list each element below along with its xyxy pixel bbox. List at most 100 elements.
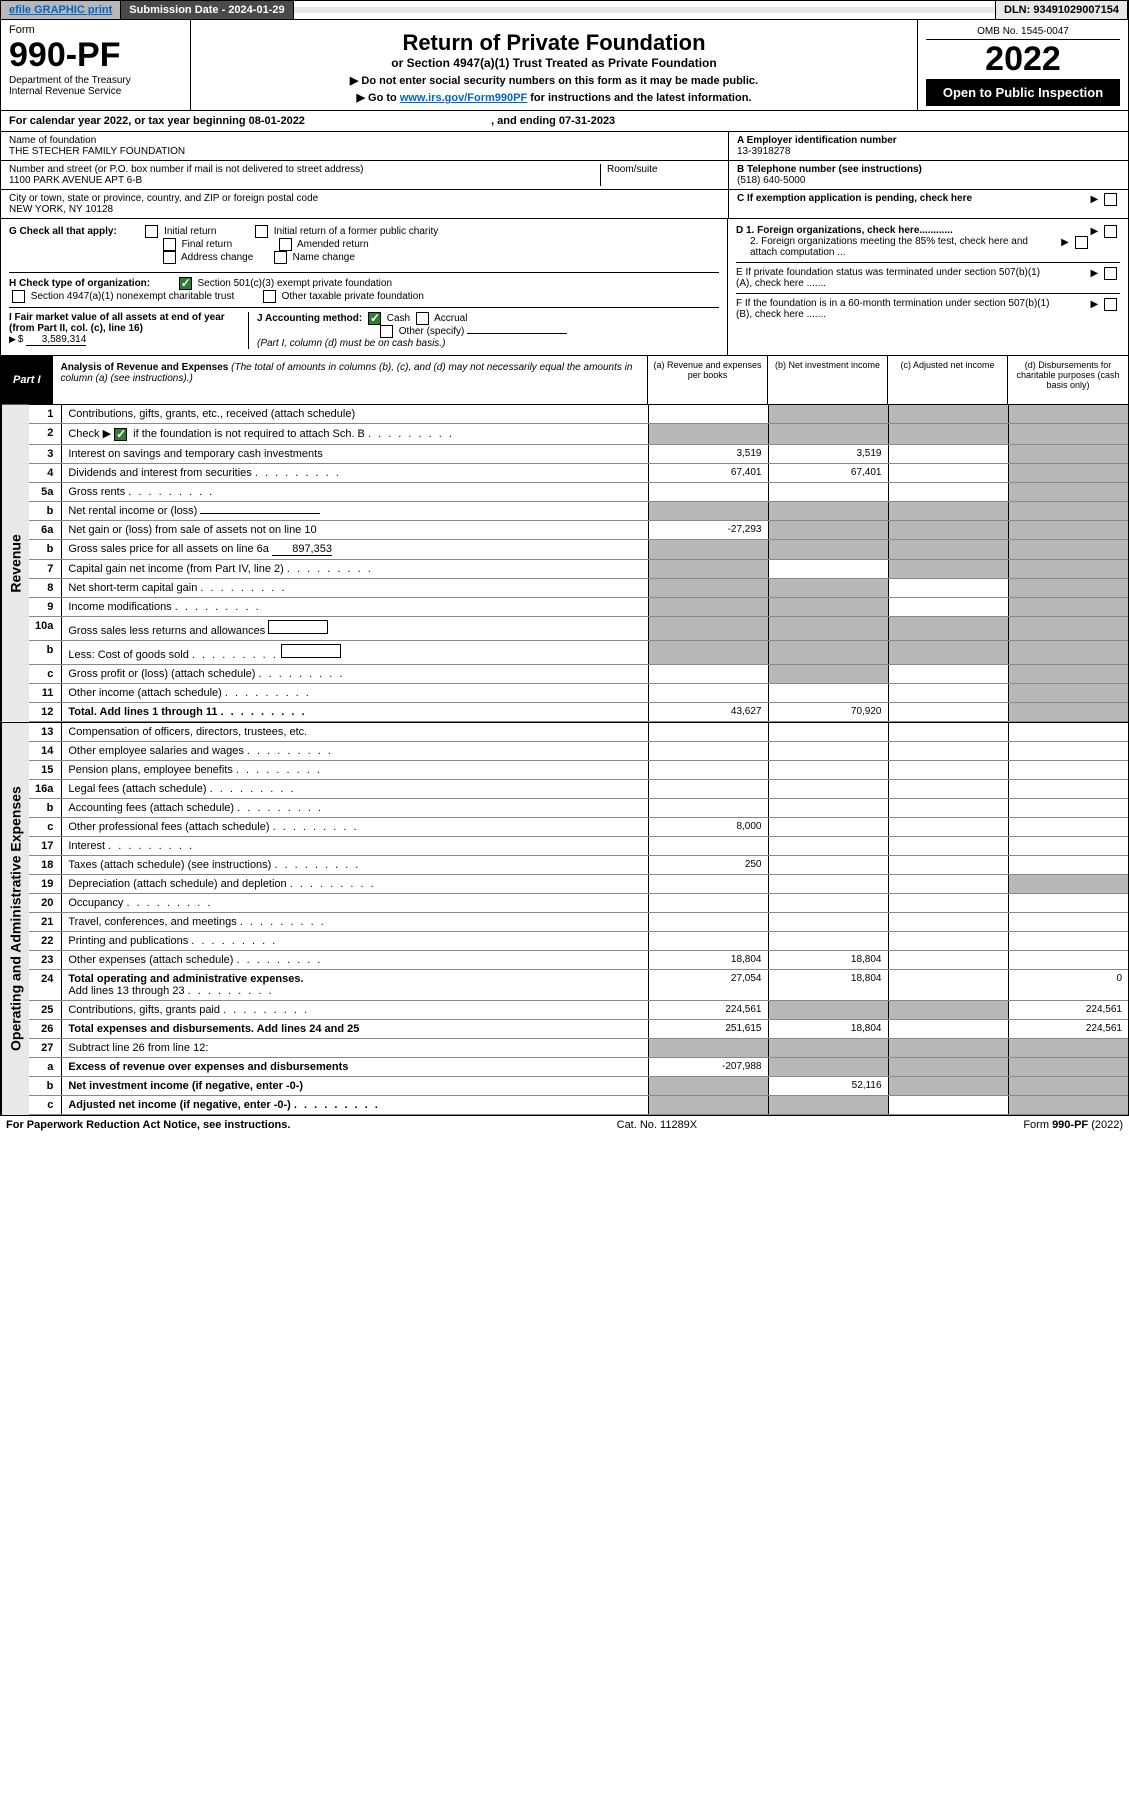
efile-label[interactable]: efile GRAPHIC print xyxy=(1,1,121,19)
footer-mid: Cat. No. 11289X xyxy=(617,1119,698,1131)
exemption-label: C If exemption application is pending, c… xyxy=(737,193,972,204)
city-state-zip: NEW YORK, NY 10128 xyxy=(9,204,720,215)
line-9: Income modifications xyxy=(62,597,648,616)
line-7: Capital gain net income (from Part IV, l… xyxy=(62,559,648,578)
g-label: G Check all that apply: xyxy=(9,226,117,237)
line-14: Other employee salaries and wages xyxy=(62,741,648,760)
line-16b: Accounting fees (attach schedule) xyxy=(62,798,648,817)
line-20: Occupancy xyxy=(62,893,648,912)
col-c-header: (c) Adjusted net income xyxy=(888,356,1008,404)
line-16a: Legal fees (attach schedule) xyxy=(62,779,648,798)
fmv-value: 3,589,314 xyxy=(26,334,86,346)
form-header: Form 990-PF Department of the Treasury I… xyxy=(0,20,1129,111)
line-27: Subtract line 26 from line 12: xyxy=(62,1038,648,1057)
form-label: Form xyxy=(9,24,182,36)
line-16c: Other professional fees (attach schedule… xyxy=(62,817,648,836)
name-label: Name of foundation xyxy=(9,135,720,146)
dept-label: Department of the Treasury xyxy=(9,75,182,86)
col-b-header: (b) Net investment income xyxy=(768,356,888,404)
line-3: Interest on savings and temporary cash i… xyxy=(62,444,648,463)
line-18: Taxes (attach schedule) (see instruction… xyxy=(62,855,648,874)
phone-label: B Telephone number (see instructions) xyxy=(737,164,922,175)
other-taxable-checkbox[interactable] xyxy=(263,290,276,303)
line-8: Net short-term capital gain xyxy=(62,578,648,597)
part1-title: Analysis of Revenue and Expenses xyxy=(61,362,229,373)
amended-checkbox[interactable] xyxy=(279,238,292,251)
line-17: Interest xyxy=(62,836,648,855)
line-10c: Gross profit or (loss) (attach schedule) xyxy=(62,664,648,683)
h-label: H Check type of organization: xyxy=(9,278,150,289)
line-23: Other expenses (attach schedule) xyxy=(62,950,648,969)
4947-checkbox[interactable] xyxy=(12,290,25,303)
address-change-checkbox[interactable] xyxy=(163,251,176,264)
line-25: Contributions, gifts, grants paid xyxy=(62,1000,648,1019)
revenue-section: Revenue 1Contributions, gifts, grants, e… xyxy=(0,405,1129,722)
line-21: Travel, conferences, and meetings xyxy=(62,912,648,931)
form-number: 990-PF xyxy=(9,36,182,75)
j-label: J Accounting method: xyxy=(257,313,362,324)
street-address: 1100 PARK AVENUE APT 6-B xyxy=(9,175,600,186)
part1-header: Part I Analysis of Revenue and Expenses … xyxy=(0,356,1129,405)
line-11: Other income (attach schedule) xyxy=(62,683,648,702)
instr-2: ▶ Go to www.irs.gov/Form990PF for instru… xyxy=(199,91,909,104)
d2-checkbox[interactable] xyxy=(1075,236,1088,249)
line-13: Compensation of officers, directors, tru… xyxy=(62,723,648,742)
e-label: E If private foundation status was termi… xyxy=(736,267,1056,289)
d1-checkbox[interactable] xyxy=(1104,225,1117,238)
irs-link[interactable]: www.irs.gov/Form990PF xyxy=(400,92,527,104)
line-26: Total expenses and disbursements. Add li… xyxy=(62,1019,648,1038)
footer-left: For Paperwork Reduction Act Notice, see … xyxy=(6,1119,290,1131)
form-subtitle: or Section 4947(a)(1) Trust Treated as P… xyxy=(199,56,909,70)
line-19: Depreciation (attach schedule) and deple… xyxy=(62,874,648,893)
line-27b: Net investment income (if negative, ente… xyxy=(62,1076,648,1095)
line-4: Dividends and interest from securities xyxy=(62,463,648,482)
revenue-sidelabel: Revenue xyxy=(1,405,29,722)
f-label: F If the foundation is in a 60-month ter… xyxy=(736,298,1056,320)
open-inspection: Open to Public Inspection xyxy=(926,79,1120,106)
tax-year: 2022 xyxy=(926,40,1120,79)
city-label: City or town, state or province, country… xyxy=(9,193,720,204)
e-checkbox[interactable] xyxy=(1104,267,1117,280)
cash-checkbox[interactable] xyxy=(368,312,381,325)
line-24: Total operating and administrative expen… xyxy=(62,969,648,1000)
line-12: Total. Add lines 1 through 11 xyxy=(62,702,648,721)
line-5a: Gross rents xyxy=(62,482,648,501)
final-return-checkbox[interactable] xyxy=(163,238,176,251)
initial-former-checkbox[interactable] xyxy=(255,225,268,238)
d1-label: D 1. Foreign organizations, check here..… xyxy=(736,225,953,236)
line-27a: Excess of revenue over expenses and disb… xyxy=(62,1057,648,1076)
phone-value: (518) 640-5000 xyxy=(737,175,805,186)
line-6a: Net gain or (loss) from sale of assets n… xyxy=(62,520,648,539)
irs-label: Internal Revenue Service xyxy=(9,86,182,97)
expenses-sidelabel: Operating and Administrative Expenses xyxy=(1,723,29,1115)
line-10a: Gross sales less returns and allowances xyxy=(62,616,648,640)
top-bar: efile GRAPHIC print Submission Date - 20… xyxy=(0,0,1129,20)
schb-checkbox[interactable] xyxy=(114,428,127,441)
line-5b: Net rental income or (loss) xyxy=(62,501,648,520)
foundation-name: THE STECHER FAMILY FOUNDATION xyxy=(9,146,720,157)
submission-date: Submission Date - 2024-01-29 xyxy=(121,1,293,19)
instr-1: ▶ Do not enter social security numbers o… xyxy=(199,74,909,87)
exemption-checkbox[interactable] xyxy=(1104,193,1117,206)
initial-return-checkbox[interactable] xyxy=(145,225,158,238)
footer-right: Form 990-PF (2022) xyxy=(1023,1119,1123,1131)
page-footer: For Paperwork Reduction Act Notice, see … xyxy=(0,1115,1129,1134)
501c3-checkbox[interactable] xyxy=(179,277,192,290)
ein-value: 13-3918278 xyxy=(737,146,790,157)
line-6b: Gross sales price for all assets on line… xyxy=(62,539,648,559)
omb-number: OMB No. 1545-0047 xyxy=(926,24,1120,40)
checks-section: G Check all that apply: Initial return I… xyxy=(0,219,1129,356)
accrual-checkbox[interactable] xyxy=(416,312,429,325)
f-checkbox[interactable] xyxy=(1104,298,1117,311)
room-label: Room/suite xyxy=(607,164,720,175)
line-22: Printing and publications xyxy=(62,931,648,950)
form-title: Return of Private Foundation xyxy=(199,30,909,56)
i-label: I Fair market value of all assets at end… xyxy=(9,312,225,334)
addr-label: Number and street (or P.O. box number if… xyxy=(9,164,600,175)
name-change-checkbox[interactable] xyxy=(274,251,287,264)
part1-label: Part I xyxy=(1,356,53,404)
calendar-year-row: For calendar year 2022, or tax year begi… xyxy=(0,111,1129,132)
ein-label: A Employer identification number xyxy=(737,135,897,146)
other-method-checkbox[interactable] xyxy=(380,325,393,338)
dln-label: DLN: 93491029007154 xyxy=(995,1,1128,19)
